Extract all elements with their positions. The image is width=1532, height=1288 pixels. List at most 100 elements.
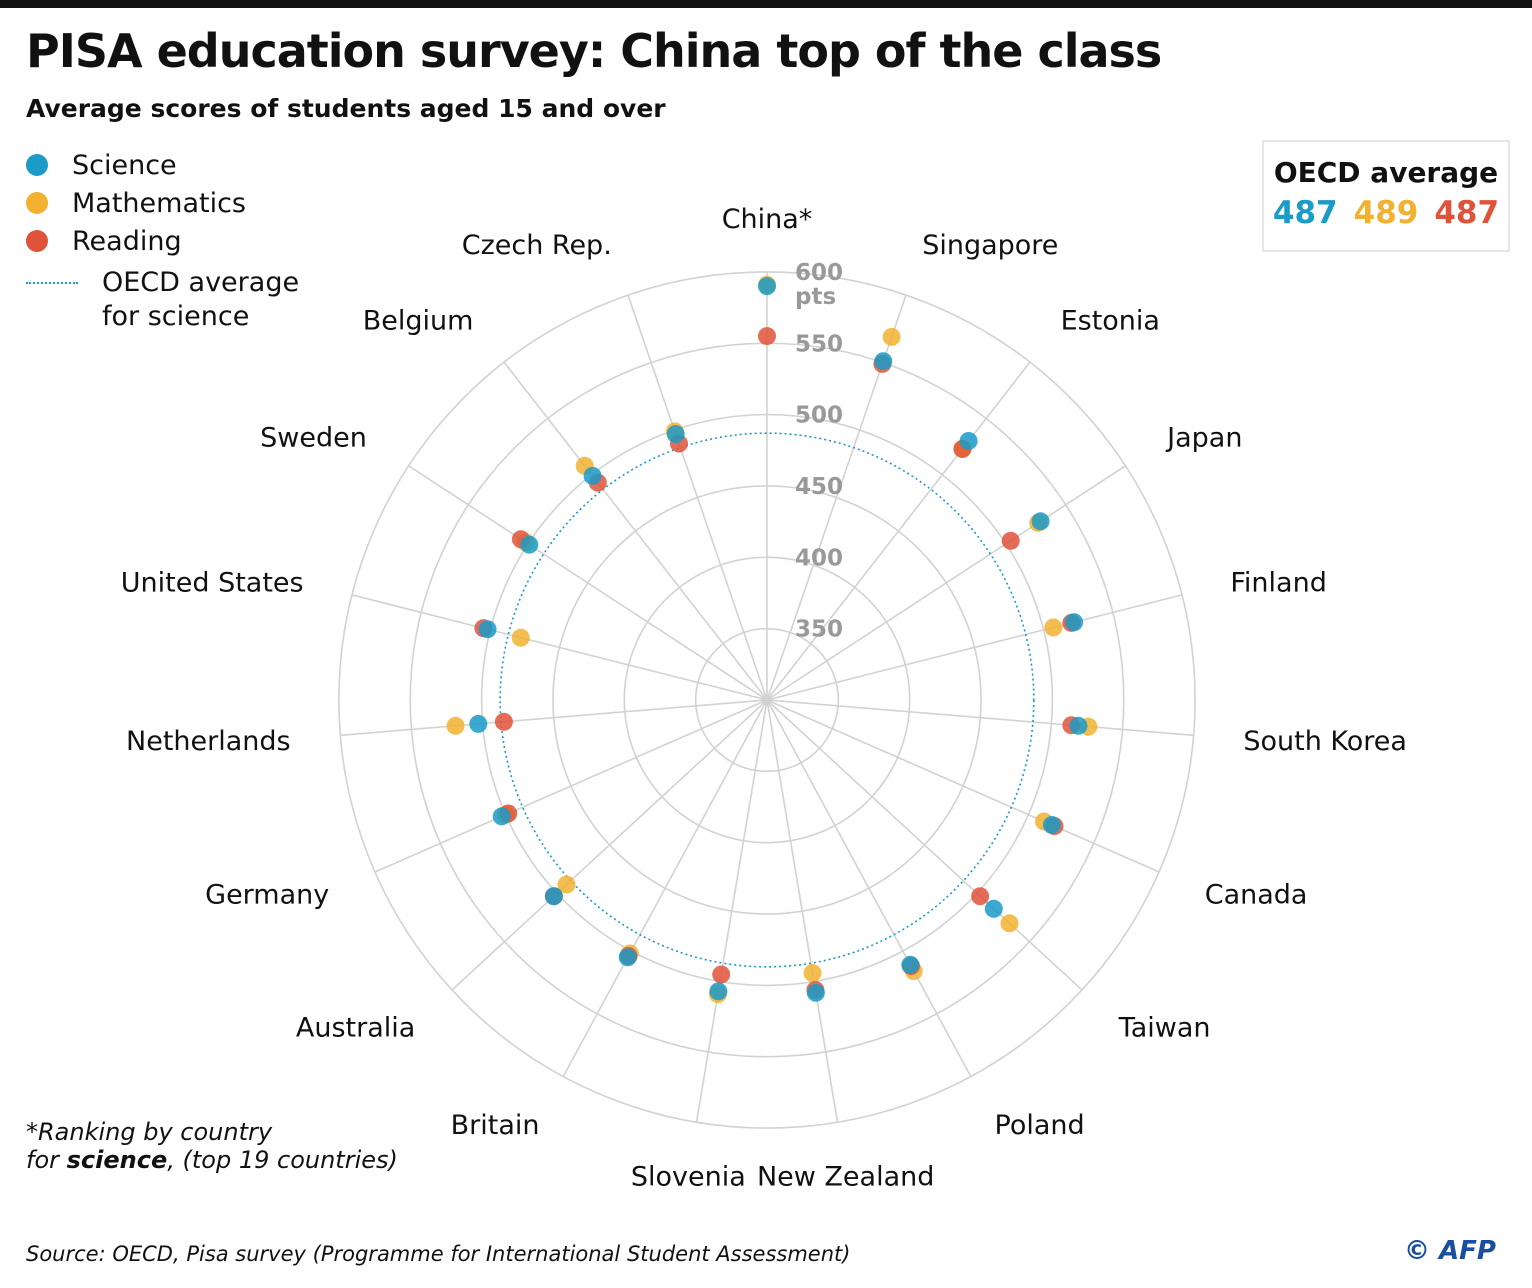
country-label: Finland: [1230, 568, 1326, 599]
legend-reading: Reading: [26, 222, 299, 260]
data-point-reading: [494, 712, 513, 731]
legend-reading-label: Reading: [72, 225, 182, 257]
country-label: Belgium: [363, 306, 474, 337]
spoke: [374, 699, 768, 873]
footnote-line1: *Ranking by country: [26, 1118, 273, 1146]
footnote-suffix: , (top 19 countries): [167, 1146, 398, 1174]
country-label: New Zealand: [757, 1161, 934, 1192]
legend-science-label: Science: [72, 149, 177, 181]
data-point-science: [478, 620, 497, 639]
data-point-science: [758, 277, 776, 296]
reading-dot-icon: [26, 230, 48, 252]
data-point-science: [806, 983, 825, 1002]
data-point-science: [618, 948, 637, 967]
radial-unit-label: pts: [795, 284, 836, 310]
chart-title: PISA education survey: China top of the …: [26, 24, 1162, 78]
country-label: Czech Rep.: [462, 230, 612, 261]
country-label: Poland: [995, 1110, 1085, 1141]
source: Source: OECD, Pisa survey (Programme for…: [26, 1242, 851, 1266]
data-point-mathematics: [882, 327, 901, 346]
data-point-science: [520, 535, 539, 554]
country-label: Canada: [1205, 880, 1308, 911]
data-point-science: [1065, 613, 1084, 632]
footnote: *Ranking by country for science, (top 19…: [26, 1118, 398, 1174]
data-point-science: [583, 466, 602, 485]
legend-mathematics-label: Mathematics: [72, 187, 246, 219]
oecd-average-box: OECD average 487 489 487: [1262, 140, 1510, 252]
country-label: Germany: [205, 880, 329, 911]
spoke: [340, 699, 768, 737]
spoke: [351, 594, 768, 701]
data-point-science: [469, 714, 488, 733]
spoke: [766, 699, 1160, 873]
data-point-mathematics: [803, 964, 822, 983]
data-point-mathematics: [511, 628, 530, 647]
spoke: [627, 294, 768, 701]
tick-label-500: 500: [795, 403, 843, 429]
chart-subtitle: Average scores of students aged 15 and o…: [26, 94, 666, 123]
legend-oecd-line2: for science: [102, 301, 250, 332]
afp-logo: © AFP: [1404, 1236, 1496, 1266]
country-label: China*: [722, 204, 813, 235]
tick-label-450: 450: [795, 474, 843, 500]
data-point-science: [666, 425, 685, 444]
data-point-mathematics: [1044, 618, 1063, 637]
data-point-mathematics: [446, 716, 465, 735]
footnote-prefix: for: [26, 1146, 67, 1174]
data-point-science: [984, 899, 1003, 918]
data-point-mathematics: [1000, 914, 1019, 933]
country-label: Japan: [1165, 422, 1242, 453]
tick-label-600: 600: [795, 260, 843, 286]
data-point-reading: [758, 327, 776, 346]
spoke: [766, 699, 839, 1123]
footnote-bold: science: [66, 1146, 168, 1174]
legend-science: Science: [26, 146, 299, 184]
spoke: [766, 361, 1031, 701]
tick-label-550: 550: [795, 331, 843, 357]
data-point-science: [1069, 716, 1088, 735]
country-label: Sweden: [260, 422, 367, 453]
spoke: [766, 594, 1183, 701]
country-label: South Korea: [1243, 726, 1407, 757]
country-label: Netherlands: [126, 726, 291, 757]
country-label: Slovenia: [631, 1161, 746, 1192]
data-point-science: [1042, 815, 1061, 834]
data-point-reading: [1001, 531, 1020, 550]
country-label: Singapore: [922, 230, 1058, 261]
country-label: Taiwan: [1118, 1012, 1211, 1043]
oecd-math-value: 489: [1353, 195, 1419, 231]
data-point-science: [959, 431, 978, 450]
country-label: Estonia: [1061, 306, 1160, 337]
spoke: [695, 699, 768, 1123]
science-dot-icon: [26, 154, 48, 176]
oecd-science-value: 487: [1272, 195, 1338, 231]
data-point-science: [901, 955, 920, 974]
legend-mathematics: Mathematics: [26, 184, 299, 222]
legend: Science Mathematics Reading OECD average…: [26, 146, 299, 334]
mathematics-dot-icon: [26, 192, 48, 214]
data-point-mathematics: [557, 875, 576, 894]
spoke: [451, 699, 768, 991]
dotted-line-icon: [26, 282, 78, 284]
country-label: Britain: [451, 1110, 540, 1141]
oecd-box-title: OECD average: [1273, 156, 1499, 189]
data-point-science: [544, 887, 563, 906]
spoke: [766, 465, 1126, 701]
spoke: [408, 465, 768, 701]
spoke: [766, 699, 1083, 991]
data-point-reading: [712, 965, 731, 984]
spoke: [766, 699, 972, 1077]
data-point-science: [709, 982, 728, 1001]
oecd-reading-value: 487: [1434, 195, 1500, 231]
oecd-average-circle: [499, 432, 1035, 968]
top-bar: [0, 0, 1532, 8]
data-point-science: [1031, 512, 1050, 531]
legend-oecd-line1: OECD average: [102, 267, 300, 298]
data-point-reading: [971, 887, 990, 906]
data-point-science: [492, 807, 511, 826]
spoke: [562, 699, 768, 1077]
country-label: Australia: [296, 1012, 415, 1043]
spoke: [503, 361, 768, 701]
spoke: [766, 699, 1194, 737]
